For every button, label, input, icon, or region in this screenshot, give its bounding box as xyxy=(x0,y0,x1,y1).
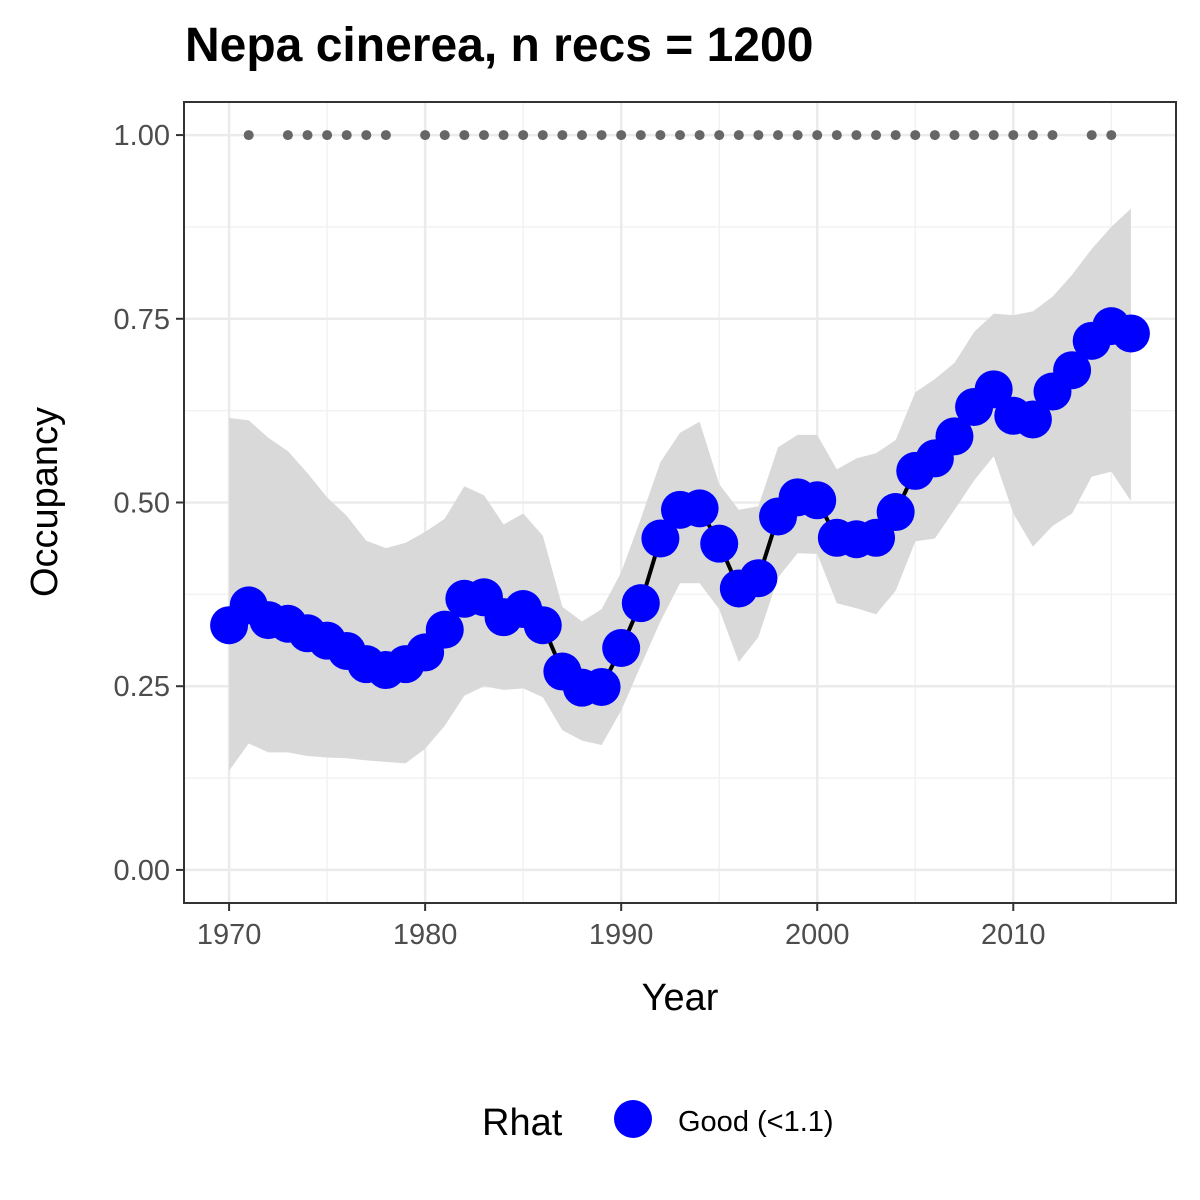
record-dot xyxy=(871,130,882,141)
record-dot xyxy=(380,130,391,141)
occupancy-points-layer xyxy=(210,307,1150,707)
record-dots-layer xyxy=(243,130,1117,141)
record-dot xyxy=(655,130,666,141)
record-dot xyxy=(322,130,333,141)
record-dot xyxy=(714,130,725,141)
x-axis-title: Year xyxy=(642,977,719,1019)
record-dot xyxy=(341,130,352,141)
x-axis: 1970 1980 1990 2000 2010 xyxy=(197,903,1046,951)
record-dot xyxy=(929,130,940,141)
occupancy-point xyxy=(641,519,680,558)
record-dot xyxy=(282,130,293,141)
record-dot xyxy=(949,130,960,141)
occupancy-point xyxy=(582,667,621,706)
legend-label-good: Good (<1.1) xyxy=(678,1106,834,1138)
occupancy-point xyxy=(523,606,562,645)
record-dot xyxy=(302,130,313,141)
record-dot xyxy=(1106,130,1117,141)
occupancy-point xyxy=(602,629,641,668)
y-tick-label: 0.25 xyxy=(114,671,170,703)
record-dot xyxy=(616,130,627,141)
chart-title: Nepa cinerea, n recs = 1200 xyxy=(185,19,814,72)
x-tick-label: 1980 xyxy=(393,919,458,951)
y-tick-label: 0.75 xyxy=(114,304,170,336)
y-axis: 0.00 0.25 0.50 0.75 1.00 xyxy=(114,120,184,887)
record-dot xyxy=(675,130,685,141)
record-dot xyxy=(812,130,823,141)
record-dot xyxy=(459,130,470,141)
record-dot xyxy=(537,130,548,141)
record-dot xyxy=(910,130,921,141)
occupancy-point xyxy=(700,524,739,563)
x-tick-label: 1970 xyxy=(197,919,262,951)
occupancy-point xyxy=(857,518,896,557)
occupancy-point xyxy=(1013,400,1052,439)
occupancy-point xyxy=(798,481,837,520)
y-tick-label: 0.00 xyxy=(114,855,170,887)
record-dot xyxy=(773,130,784,141)
record-dot xyxy=(1086,130,1097,141)
record-dot xyxy=(420,130,431,141)
x-tick-label: 1990 xyxy=(589,919,654,951)
record-dot xyxy=(890,130,901,141)
occupancy-point xyxy=(935,417,974,456)
record-dot xyxy=(557,130,568,141)
record-dot xyxy=(988,130,999,141)
occupancy-point xyxy=(621,584,660,623)
legend: Rhat Good (<1.1) xyxy=(482,1100,834,1144)
record-dot xyxy=(1008,130,1019,141)
record-dot xyxy=(596,130,607,141)
record-dot xyxy=(361,130,372,141)
occupancy-point xyxy=(1053,351,1092,390)
record-dot xyxy=(518,130,529,141)
legend-title: Rhat xyxy=(482,1102,563,1144)
occupancy-point xyxy=(739,559,778,598)
record-dot xyxy=(831,130,842,141)
record-dot xyxy=(635,130,646,141)
record-dot xyxy=(498,130,509,141)
record-dot xyxy=(733,130,744,141)
record-dot xyxy=(753,130,764,141)
record-dot xyxy=(478,130,489,141)
occupancy-point xyxy=(974,370,1013,409)
record-dot xyxy=(969,130,980,141)
y-tick-label: 0.50 xyxy=(114,488,170,520)
occupancy-point xyxy=(680,489,719,528)
record-dot xyxy=(1027,130,1038,141)
y-axis-title: Occupancy xyxy=(24,407,66,597)
occupancy-point xyxy=(876,493,915,532)
record-dot xyxy=(243,130,254,141)
record-dot xyxy=(439,130,450,141)
record-dot xyxy=(694,130,705,141)
record-dot xyxy=(792,130,803,141)
record-dot xyxy=(1047,130,1058,141)
x-tick-label: 2010 xyxy=(981,919,1046,951)
occupancy-point xyxy=(1111,314,1150,353)
x-tick-label: 2000 xyxy=(785,919,850,951)
occupancy-point xyxy=(425,610,464,649)
y-tick-label: 1.00 xyxy=(114,120,170,152)
record-dot xyxy=(851,130,862,141)
record-dot xyxy=(576,130,587,141)
legend-key-good xyxy=(614,1100,652,1138)
